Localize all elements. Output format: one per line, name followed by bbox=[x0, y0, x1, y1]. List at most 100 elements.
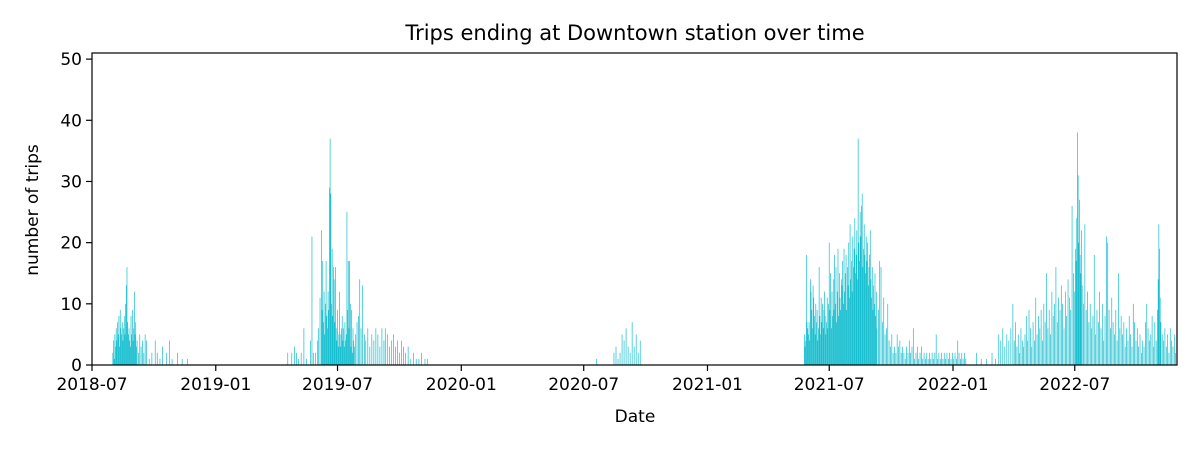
bar bbox=[834, 254, 835, 365]
bar bbox=[962, 358, 964, 365]
bar bbox=[925, 358, 926, 365]
bar bbox=[882, 322, 883, 365]
bar bbox=[130, 316, 132, 365]
bar bbox=[303, 328, 305, 365]
bar bbox=[333, 279, 335, 365]
bar bbox=[815, 303, 817, 365]
bar bbox=[1004, 346, 1006, 365]
bar bbox=[1097, 322, 1099, 365]
bar bbox=[1056, 322, 1058, 365]
bar bbox=[1108, 309, 1110, 365]
bar bbox=[623, 340, 625, 365]
x-axis-label: Date bbox=[615, 407, 656, 427]
bar bbox=[339, 346, 341, 365]
bar bbox=[349, 303, 351, 365]
bar bbox=[1104, 316, 1106, 365]
bar bbox=[1159, 248, 1160, 365]
bar bbox=[121, 334, 122, 365]
bar bbox=[880, 267, 882, 365]
bar bbox=[1062, 303, 1063, 365]
bar bbox=[965, 358, 967, 365]
bar bbox=[291, 352, 293, 365]
bar bbox=[159, 358, 161, 365]
bar bbox=[956, 358, 957, 365]
bar bbox=[1118, 273, 1119, 365]
bar bbox=[427, 358, 429, 365]
bar bbox=[117, 322, 118, 365]
bar bbox=[146, 340, 147, 365]
bar bbox=[127, 334, 129, 365]
bar bbox=[873, 303, 875, 365]
y-tick-label: 40 bbox=[60, 111, 82, 131]
bar bbox=[917, 346, 918, 365]
bar bbox=[830, 273, 831, 365]
bar bbox=[873, 285, 874, 365]
bar bbox=[846, 309, 848, 365]
bar bbox=[818, 267, 820, 365]
bar bbox=[1075, 261, 1077, 365]
bar bbox=[838, 316, 839, 365]
bar bbox=[810, 291, 812, 365]
bar bbox=[133, 328, 135, 365]
bar bbox=[827, 328, 829, 365]
bar bbox=[840, 309, 842, 365]
bar bbox=[1002, 328, 1004, 365]
bar bbox=[847, 267, 848, 365]
bar bbox=[1016, 346, 1018, 365]
bar bbox=[1161, 334, 1163, 365]
bar bbox=[334, 322, 336, 365]
bar bbox=[331, 248, 333, 365]
bar bbox=[824, 316, 826, 365]
bar bbox=[868, 267, 870, 365]
bar bbox=[1006, 334, 1008, 365]
bar bbox=[294, 346, 295, 365]
bar bbox=[857, 279, 858, 365]
bar bbox=[1079, 254, 1081, 365]
bar bbox=[907, 352, 909, 365]
bar bbox=[1046, 273, 1047, 365]
bar bbox=[350, 346, 352, 365]
bar bbox=[144, 334, 146, 365]
bar bbox=[349, 261, 350, 365]
bar bbox=[825, 334, 827, 365]
bar bbox=[1060, 285, 1062, 365]
bar bbox=[1143, 346, 1145, 365]
bar bbox=[843, 248, 845, 365]
bar bbox=[941, 352, 942, 365]
bar bbox=[1058, 297, 1059, 365]
bar bbox=[129, 340, 131, 365]
bar bbox=[300, 352, 302, 365]
bar bbox=[1024, 334, 1026, 365]
bar bbox=[958, 352, 960, 365]
bar bbox=[1135, 340, 1137, 365]
bar bbox=[383, 340, 385, 365]
bar bbox=[900, 352, 902, 365]
bar bbox=[143, 352, 145, 365]
bar bbox=[883, 297, 885, 365]
bar bbox=[1157, 309, 1158, 365]
bar bbox=[1116, 340, 1118, 365]
bar bbox=[311, 236, 313, 365]
bar bbox=[863, 224, 865, 365]
bar bbox=[353, 340, 355, 365]
bar bbox=[1110, 328, 1111, 365]
bar bbox=[1087, 291, 1088, 365]
bar bbox=[140, 346, 142, 365]
bar bbox=[890, 346, 891, 365]
bar bbox=[1120, 316, 1122, 365]
bar bbox=[314, 352, 316, 365]
bar bbox=[834, 303, 836, 365]
bar bbox=[371, 334, 373, 365]
bar bbox=[957, 340, 959, 365]
y-tick-label: 20 bbox=[60, 234, 82, 254]
bar bbox=[1048, 309, 1050, 365]
bar bbox=[841, 285, 843, 365]
bar bbox=[117, 334, 119, 365]
bar bbox=[323, 322, 324, 365]
bar bbox=[919, 352, 921, 365]
bar bbox=[332, 316, 334, 365]
bar bbox=[1019, 352, 1020, 365]
bar bbox=[864, 254, 866, 365]
bar bbox=[861, 205, 862, 365]
bar bbox=[353, 346, 355, 365]
